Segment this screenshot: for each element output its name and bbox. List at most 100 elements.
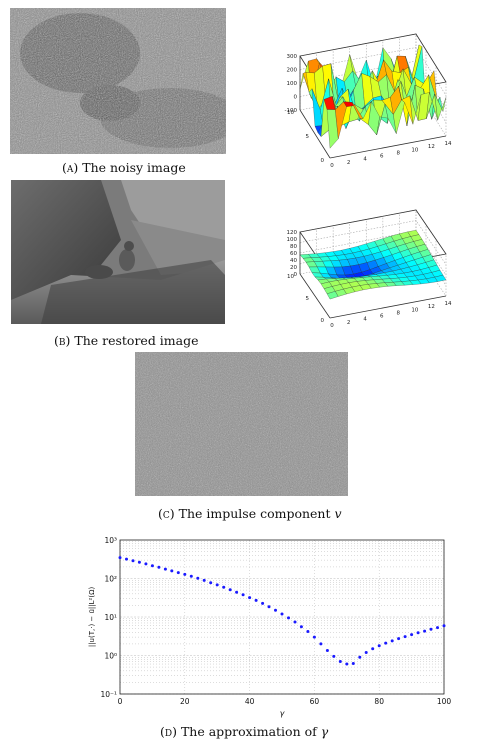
gamma-data-point bbox=[150, 564, 154, 568]
surface-a-surface bbox=[299, 44, 447, 149]
gamma-y-tick: 10² bbox=[104, 575, 117, 584]
surface-b-x-tick: 8 bbox=[397, 310, 401, 316]
gamma-x-tick: 0 bbox=[118, 697, 123, 706]
gamma-y-label: ||u(T,·) − ū||L²(Ω) bbox=[88, 587, 96, 648]
gamma-x-tick: 100 bbox=[437, 697, 452, 706]
gamma-y-tick: 10⁰ bbox=[104, 652, 117, 661]
surface-a-x-tick: 12 bbox=[428, 144, 435, 150]
surface-b-z-tick: 120 bbox=[287, 230, 298, 236]
gamma-data-point bbox=[403, 635, 407, 639]
surface-b-z-tick: 100 bbox=[287, 237, 298, 243]
gamma-chart-svg: 0 20 40 60 80 100 10⁻¹ 10⁰ 10¹ 10² 10³ γ ||u(T,·) − … bbox=[88, 536, 452, 718]
gamma-data-point bbox=[235, 590, 239, 594]
surface-b-y-tick: 5 bbox=[306, 296, 310, 302]
gamma-data-point bbox=[358, 655, 362, 659]
surface-b-z-tick: 80 bbox=[290, 244, 297, 250]
surface-a-x-tick: 0 bbox=[330, 163, 334, 169]
surface-a-z-tick: 100 bbox=[287, 81, 298, 87]
surface-a-x-tick: 8 bbox=[397, 150, 401, 156]
caption-d: (d) The approximation of γ bbox=[160, 724, 328, 739]
surface-b-y-axis bbox=[299, 273, 331, 319]
gamma-data-point bbox=[312, 635, 316, 639]
caption-a-text: The noisy image bbox=[82, 160, 186, 175]
noisy-image bbox=[10, 8, 240, 154]
restored-image-panel bbox=[11, 180, 225, 324]
gamma-data-point bbox=[170, 569, 174, 573]
gamma-data-point bbox=[254, 598, 258, 602]
gamma-data-point bbox=[222, 585, 226, 589]
gamma-data-point bbox=[215, 583, 219, 587]
gamma-data-point bbox=[241, 593, 245, 597]
caption-c: (c) The impulse component v bbox=[158, 506, 342, 521]
surface-b-x-tick: 4 bbox=[363, 317, 367, 323]
surface-b-surface bbox=[299, 230, 447, 300]
surface-a-z-tick: -100 bbox=[285, 108, 298, 114]
impulse-image-panel bbox=[135, 352, 348, 496]
gamma-data-point bbox=[125, 557, 128, 561]
surface-b-x-tick: 12 bbox=[428, 304, 435, 310]
restored-surface-plot: 120 100 80 60 40 20 0 10 5 0 0 2 4 6 8 10 12 14 bbox=[262, 206, 474, 338]
gamma-data-point bbox=[287, 616, 290, 620]
gamma-data-point bbox=[183, 572, 187, 576]
gamma-data-point bbox=[118, 556, 122, 560]
surface-a-x-tick: 6 bbox=[380, 154, 384, 160]
surface-a-x-tick: 2 bbox=[347, 160, 351, 166]
surface-b-x-tick: 2 bbox=[347, 320, 351, 326]
caption-c-label: (c) bbox=[158, 506, 175, 521]
caption-b: (b) The restored image bbox=[54, 333, 199, 348]
gamma-data-point bbox=[429, 627, 433, 631]
gamma-y-tick: 10⁻¹ bbox=[100, 690, 117, 699]
gamma-data-point bbox=[189, 574, 193, 578]
caption-a: (a) The noisy image bbox=[62, 160, 186, 175]
caption-c-symbol: v bbox=[334, 506, 342, 521]
gamma-x-tick: 80 bbox=[374, 697, 384, 706]
surface-b-facet bbox=[434, 274, 447, 282]
gamma-data-point bbox=[377, 644, 381, 648]
surface-b-x-tick: 10 bbox=[411, 307, 418, 313]
gamma-data-point bbox=[157, 565, 161, 569]
surface-b-y-tick: 10 bbox=[287, 274, 294, 280]
gamma-data-point bbox=[163, 567, 167, 571]
gamma-data-point bbox=[137, 560, 141, 564]
gamma-data-point bbox=[131, 559, 135, 563]
surface-a-y-tick: 0 bbox=[321, 158, 325, 164]
surface-b-x-tick: 0 bbox=[330, 323, 334, 329]
caption-b-text: The restored image bbox=[74, 333, 199, 348]
surface-b-z-tick: 40 bbox=[290, 258, 297, 264]
caption-d-label: (d) bbox=[160, 724, 177, 739]
surface-b-z-tick: 60 bbox=[290, 251, 297, 257]
surface-a-x-tick: 10 bbox=[411, 147, 418, 153]
gamma-data-point bbox=[176, 571, 180, 575]
gamma-data-point bbox=[442, 624, 446, 628]
gamma-data-point bbox=[196, 576, 200, 580]
gamma-data-point bbox=[280, 612, 284, 616]
gamma-data-point bbox=[299, 625, 303, 629]
gamma-data-point bbox=[332, 654, 336, 658]
caption-d-symbol: γ bbox=[320, 724, 329, 739]
gamma-data-point bbox=[410, 633, 414, 637]
gamma-x-tick: 20 bbox=[180, 697, 190, 706]
gamma-data-point bbox=[274, 608, 277, 612]
gamma-data-point bbox=[416, 631, 420, 635]
gamma-data-point bbox=[306, 630, 310, 633]
gamma-y-tick: 10³ bbox=[104, 536, 117, 545]
caption-d-text: The approximation of bbox=[180, 724, 317, 739]
gamma-data-point bbox=[202, 578, 206, 582]
gamma-data-point bbox=[338, 660, 342, 663]
gamma-data-point bbox=[319, 642, 323, 646]
gamma-x-tick: 40 bbox=[245, 697, 255, 706]
gamma-chart: 0 20 40 60 80 100 10⁻¹ 10⁰ 10¹ 10² 10³ γ ||u(T,·) − … bbox=[84, 528, 454, 718]
surface-b-x-tick: 6 bbox=[380, 314, 384, 320]
surface-a-y-axis bbox=[299, 109, 331, 159]
gamma-x-label: γ bbox=[280, 709, 286, 718]
noisy-image-panel bbox=[10, 8, 240, 154]
gamma-data-point bbox=[371, 647, 375, 651]
surface-a-y-tick: 10 bbox=[287, 110, 294, 116]
gamma-data-point bbox=[209, 581, 213, 585]
gamma-data-point bbox=[397, 637, 401, 641]
gamma-data-point bbox=[325, 649, 329, 652]
